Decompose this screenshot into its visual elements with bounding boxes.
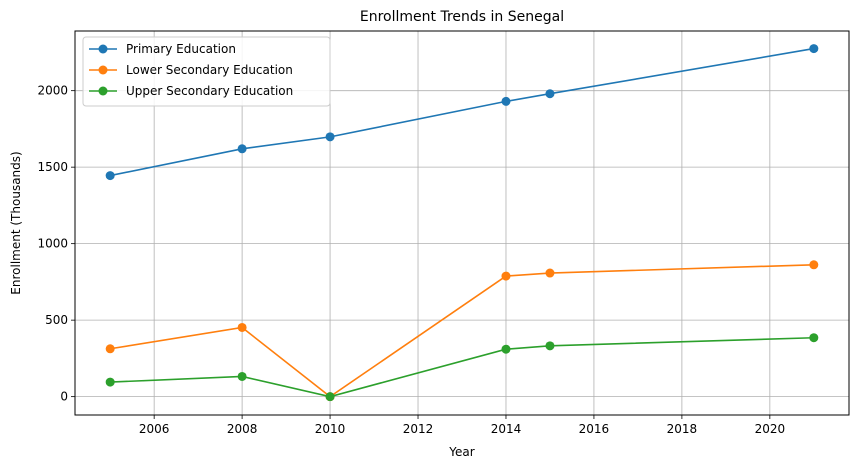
series-1 bbox=[105, 44, 819, 181]
data-point bbox=[501, 271, 511, 281]
data-point bbox=[237, 144, 247, 154]
y-tick-label: 500 bbox=[45, 313, 68, 327]
legend-box bbox=[82, 36, 331, 107]
y-tick-label: 0 bbox=[60, 390, 68, 404]
data-point bbox=[545, 341, 555, 351]
series-2 bbox=[105, 260, 819, 402]
series-3 bbox=[105, 333, 819, 402]
y-axis-label: Enrollment (Thousands) bbox=[9, 151, 23, 294]
x-tick-label: 2018 bbox=[667, 422, 698, 436]
series-layer bbox=[105, 44, 819, 402]
data-point bbox=[105, 344, 115, 354]
data-point bbox=[237, 371, 247, 381]
data-point bbox=[105, 377, 115, 387]
data-point bbox=[545, 268, 555, 278]
ticks: 2006 2008 2010 2012 2014 2016 2018 2020 0 500 1000… bbox=[37, 84, 785, 436]
legend-marker bbox=[98, 44, 108, 54]
data-point bbox=[501, 96, 511, 106]
series-line bbox=[110, 336, 814, 398]
data-point bbox=[105, 171, 115, 181]
y-tick-label: 1000 bbox=[37, 237, 68, 251]
x-tick-label: 2012 bbox=[403, 422, 434, 436]
x-tick-label: 2020 bbox=[755, 422, 786, 436]
data-point bbox=[501, 344, 511, 354]
data-point bbox=[325, 132, 335, 142]
data-point bbox=[809, 260, 819, 270]
x-axis-label: Year bbox=[448, 445, 474, 459]
data-point bbox=[809, 44, 819, 54]
legend-label: Lower Secondary Education bbox=[126, 63, 293, 77]
x-tick-label: 2010 bbox=[315, 422, 346, 436]
legend: Primary Education Lower Secondary Educati… bbox=[82, 36, 331, 107]
data-point bbox=[545, 89, 555, 99]
legend-marker bbox=[98, 86, 108, 96]
data-point bbox=[809, 333, 819, 343]
series-line bbox=[110, 47, 814, 177]
chart-title: Enrollment Trends in Senegal bbox=[360, 9, 564, 25]
legend-label: Upper Secondary Education bbox=[126, 84, 293, 98]
x-tick-label: 2006 bbox=[139, 422, 170, 436]
legend-label: Primary Education bbox=[126, 42, 236, 56]
data-point bbox=[237, 322, 247, 332]
legend-marker bbox=[98, 65, 108, 75]
y-tick-label: 2000 bbox=[37, 84, 68, 98]
y-tick-label: 1500 bbox=[37, 160, 68, 174]
plot-frame bbox=[74, 30, 850, 416]
grid bbox=[75, 31, 849, 415]
series-line bbox=[110, 263, 814, 398]
x-tick-label: 2016 bbox=[579, 422, 610, 436]
data-point bbox=[325, 392, 335, 402]
x-tick-label: 2014 bbox=[491, 422, 522, 436]
x-tick-label: 2008 bbox=[227, 422, 258, 436]
